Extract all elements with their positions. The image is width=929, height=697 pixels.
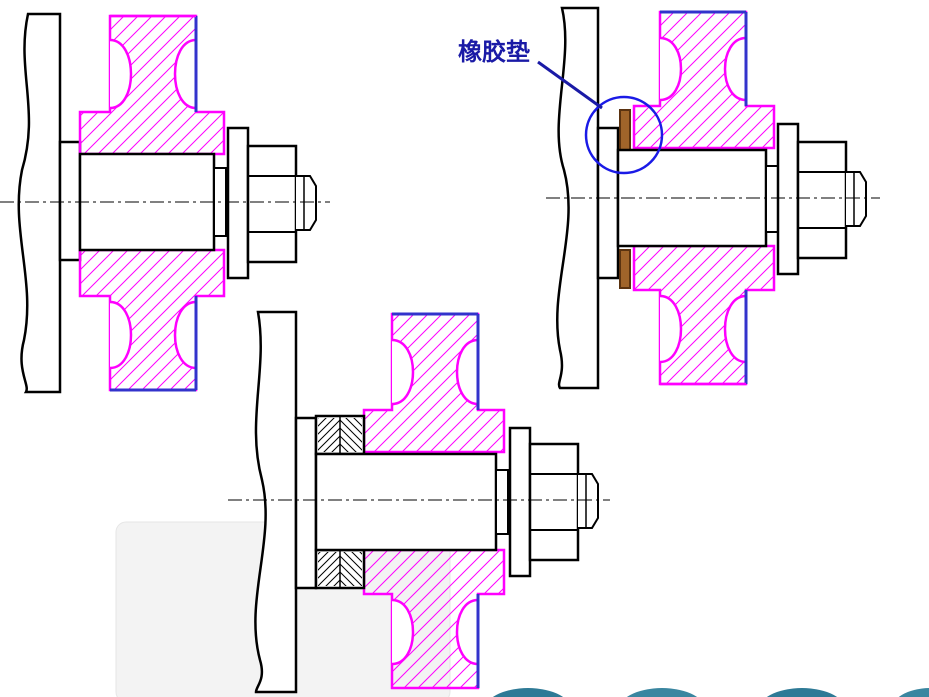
washer-icon <box>226 126 250 280</box>
callout-leader <box>537 60 603 110</box>
hex-nut-icon <box>796 140 867 260</box>
view-spacer-mount <box>228 310 610 694</box>
wavy-break-line-icon <box>556 7 570 389</box>
shaft <box>314 452 498 552</box>
view-basic-mount <box>0 12 330 394</box>
hub-upper <box>362 312 506 454</box>
wall-section <box>254 310 298 694</box>
flange-plate <box>58 140 82 262</box>
decorative-discs <box>492 688 929 697</box>
hub-upper <box>632 10 776 150</box>
hex-nut-icon <box>528 442 599 562</box>
wavy-break-line-icon <box>254 311 267 693</box>
washer-icon <box>508 426 532 578</box>
rubber-pad-lower <box>619 249 631 289</box>
spacer-upper <box>314 414 366 456</box>
rubber-pad-upper <box>619 109 631 151</box>
callout-circle <box>584 95 664 175</box>
callout-label: 橡胶垫 <box>458 38 530 66</box>
hub-upper <box>78 14 226 156</box>
hex-nut-icon <box>246 144 317 264</box>
flange-plate <box>596 126 620 280</box>
washer-icon <box>776 122 800 276</box>
view-rubber-pad: 橡胶垫 <box>458 6 880 390</box>
wavy-break-line-icon <box>18 13 30 393</box>
hub-lower <box>78 248 226 392</box>
spacer-lower <box>314 548 366 590</box>
hub-lower <box>632 244 776 386</box>
flange-plate <box>294 416 318 590</box>
